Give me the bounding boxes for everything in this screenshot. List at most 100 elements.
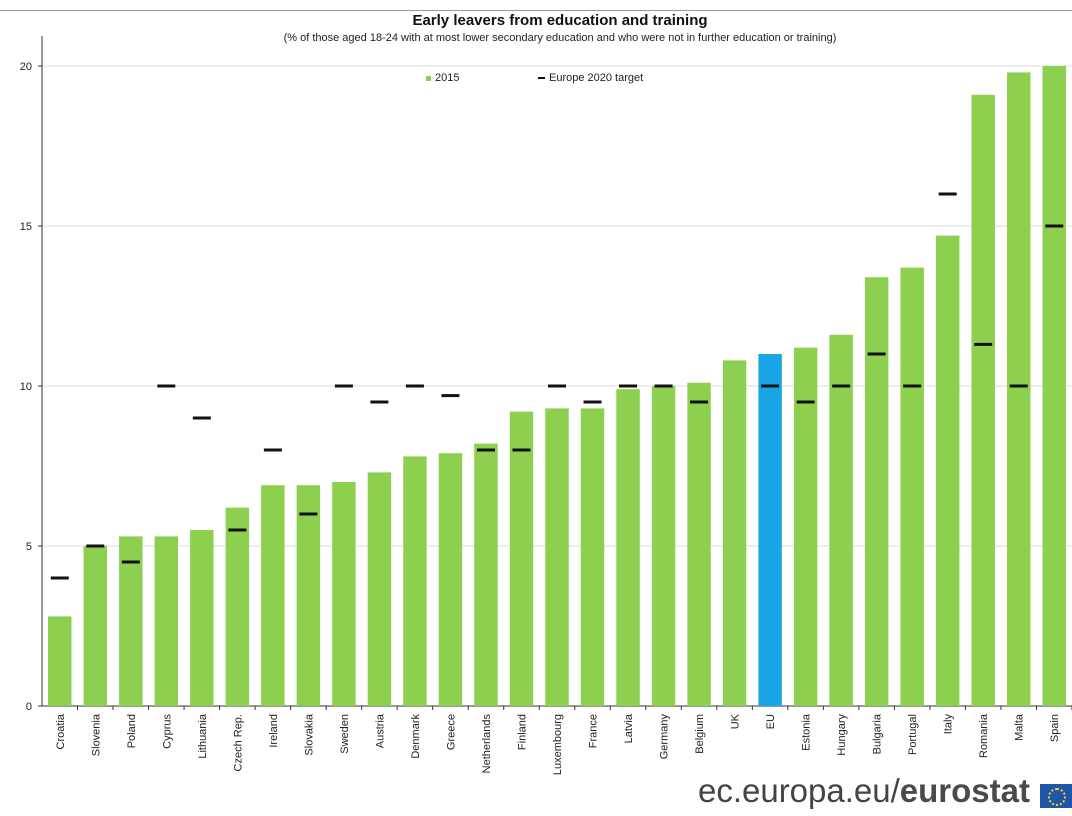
legend-swatch-target — [538, 77, 545, 80]
target-marker — [761, 384, 780, 388]
x-tick-label: France — [588, 714, 600, 748]
bar — [438, 453, 463, 706]
legend-label-2015: 2015 — [435, 72, 460, 84]
chart-title: Early leavers from education and trainin… — [412, 12, 708, 29]
y-tick-label: 0 — [26, 701, 32, 713]
x-tick-label: Greece — [445, 714, 457, 750]
x-tick-label: Austria — [374, 713, 386, 748]
bar — [225, 507, 250, 706]
target-marker — [299, 512, 318, 516]
target-marker — [157, 384, 176, 388]
target-marker — [690, 400, 709, 404]
x-tick-label: Bulgaria — [872, 713, 884, 754]
bar — [651, 386, 676, 706]
bar — [687, 382, 711, 706]
target-marker — [832, 384, 851, 388]
target-marker — [121, 560, 140, 564]
x-tick-label: Croatia — [55, 713, 67, 749]
x-tick-label: Cyprus — [161, 714, 173, 749]
target-marker — [974, 342, 993, 346]
x-tick-label: Lithuania — [197, 713, 209, 759]
target-marker — [938, 192, 957, 196]
y-tick-label: 15 — [20, 221, 32, 233]
x-tick-label: Denmark — [410, 714, 422, 759]
bar — [580, 408, 605, 706]
bar — [190, 530, 214, 706]
target-marker — [1045, 224, 1064, 228]
x-tick-label: Sweden — [339, 714, 351, 754]
legend-label-target: Europe 2020 target — [549, 72, 644, 84]
target-marker — [1009, 384, 1028, 388]
target-marker — [334, 384, 353, 388]
x-tick-label: Romania — [978, 713, 990, 758]
bar — [332, 482, 356, 706]
target-marker — [654, 384, 673, 388]
x-tick-label: UK — [730, 713, 742, 729]
target-marker — [619, 384, 638, 388]
x-tick-label: Italy — [943, 714, 955, 735]
bar — [474, 443, 498, 706]
source-footer: ec.europa.eu/eurostat — [698, 772, 1030, 810]
target-marker — [86, 544, 105, 548]
bar — [154, 536, 179, 706]
x-tick-label: Slovakia — [303, 713, 315, 755]
x-tick-label: Slovenia — [90, 713, 102, 756]
bar — [48, 616, 72, 706]
target-marker — [192, 416, 211, 420]
legend-item-target: Europe 2020 target — [538, 72, 643, 84]
x-tick-label: Portugal — [907, 714, 919, 755]
bar — [722, 360, 747, 706]
x-tick-label: Spain — [1049, 714, 1061, 742]
bar — [900, 267, 924, 706]
target-marker — [370, 400, 389, 404]
chart-subtitle: (% of those aged 18-24 with at most lowe… — [283, 32, 837, 44]
target-marker — [583, 400, 602, 404]
target-marker — [796, 400, 815, 404]
bar — [616, 389, 640, 706]
legend-swatch-2015 — [426, 75, 431, 81]
x-tick-label: Hungary — [836, 714, 848, 756]
bar — [367, 472, 392, 706]
legend-item-2015: 2015 — [426, 72, 459, 84]
bar — [403, 456, 427, 706]
x-tick-label: Poland — [126, 714, 138, 748]
bar — [864, 277, 889, 706]
target-marker — [441, 394, 460, 398]
x-tick-label: Netherlands — [481, 714, 493, 774]
x-tick-label: Latvia — [623, 713, 635, 743]
eu-flag-icon — [1040, 784, 1072, 808]
top-rule — [0, 10, 1072, 11]
source-domain: ec.europa.eu/ — [697, 772, 900, 809]
bar — [261, 485, 285, 706]
bar — [119, 536, 143, 706]
bar — [509, 411, 534, 706]
bar — [935, 235, 960, 706]
x-tick-label: Malta — [1014, 713, 1026, 741]
x-tick-label: Ireland — [268, 714, 280, 748]
bar — [1042, 66, 1066, 706]
bar — [971, 94, 995, 707]
x-tick-label: Belgium — [694, 714, 706, 754]
bar — [296, 485, 321, 706]
x-tick-label: Estonia — [801, 713, 813, 751]
target-marker — [228, 528, 247, 532]
bar — [83, 546, 107, 706]
bar — [829, 334, 853, 706]
target-marker — [263, 448, 282, 452]
bar — [1007, 72, 1031, 706]
x-tick-label: Finland — [516, 714, 528, 750]
bar — [758, 354, 782, 706]
bar — [793, 347, 818, 706]
target-marker — [903, 384, 922, 388]
target-marker — [405, 384, 424, 388]
source-brand: eurostat — [899, 772, 1030, 809]
target-marker — [512, 448, 531, 452]
x-tick-label: EU — [765, 714, 777, 729]
target-marker — [476, 448, 495, 452]
x-tick-label: Luxembourg — [552, 714, 564, 775]
target-marker — [548, 384, 566, 388]
y-tick-label: 10 — [20, 381, 32, 393]
bar — [545, 408, 569, 706]
